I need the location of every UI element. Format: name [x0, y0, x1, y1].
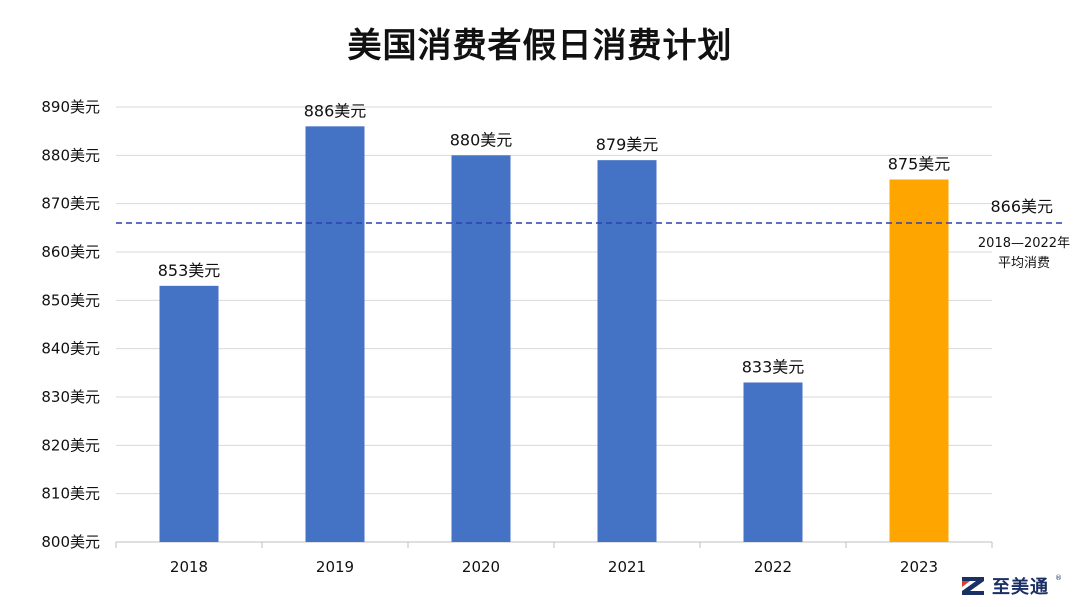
- x-tick-label: 2020: [462, 558, 500, 576]
- bar-2018: [159, 285, 219, 542]
- x-tick-label: 2019: [316, 558, 354, 576]
- x-axis: 2018 2019 2020 2021 2022 2023: [115, 542, 993, 576]
- data-label: 853美元: [158, 261, 221, 280]
- x-tick-label: 2018: [170, 558, 208, 576]
- x-tick-label: 2021: [608, 558, 646, 576]
- data-label: 879美元: [596, 135, 659, 154]
- y-tick-label: 890美元: [41, 98, 100, 116]
- y-tick-label: 850美元: [41, 291, 100, 309]
- gridlines: [116, 106, 992, 543]
- brand-logo: 至美通 ®: [960, 573, 1062, 599]
- data-label: 875美元: [888, 155, 951, 174]
- y-tick-label: 840美元: [41, 340, 100, 358]
- data-label: 833美元: [742, 358, 805, 377]
- y-tick-label: 830美元: [41, 388, 100, 406]
- y-tick-label: 880美元: [41, 146, 100, 164]
- data-label: 880美元: [450, 130, 513, 149]
- y-tick-label: 800美元: [41, 533, 100, 551]
- data-label: 886美元: [304, 101, 367, 120]
- y-axis: 800美元 810美元 820美元 830美元 840美元 850美元 860美元 870美元…: [41, 98, 100, 551]
- y-tick-label: 870美元: [41, 195, 100, 213]
- bar-2020: [451, 155, 511, 543]
- z-logo-icon: [962, 577, 984, 595]
- bar-2021: [597, 160, 657, 542]
- y-tick-label: 860美元: [41, 243, 100, 261]
- chart-title: 美国消费者假日消费计划: [347, 26, 733, 66]
- x-tick-label: 2023: [900, 558, 938, 576]
- y-tick-label: 820美元: [41, 436, 100, 454]
- data-labels: 853美元 886美元 880美元 879美元 833美元 875美元: [158, 101, 951, 376]
- reference-value-label: 866美元: [990, 197, 1053, 216]
- bar-2022: [743, 382, 803, 542]
- x-tick-label: 2022: [754, 558, 792, 576]
- reference-note-line2: 平均消费: [998, 256, 1050, 271]
- registered-mark-icon: ®: [1055, 574, 1062, 582]
- bar-2023: [889, 179, 949, 542]
- bars: [159, 126, 949, 543]
- bar-2019: [305, 126, 365, 542]
- brand-name: 至美通: [992, 577, 1049, 598]
- reference-note-line1: 2018—2022年: [978, 236, 1070, 251]
- y-tick-label: 810美元: [41, 485, 100, 503]
